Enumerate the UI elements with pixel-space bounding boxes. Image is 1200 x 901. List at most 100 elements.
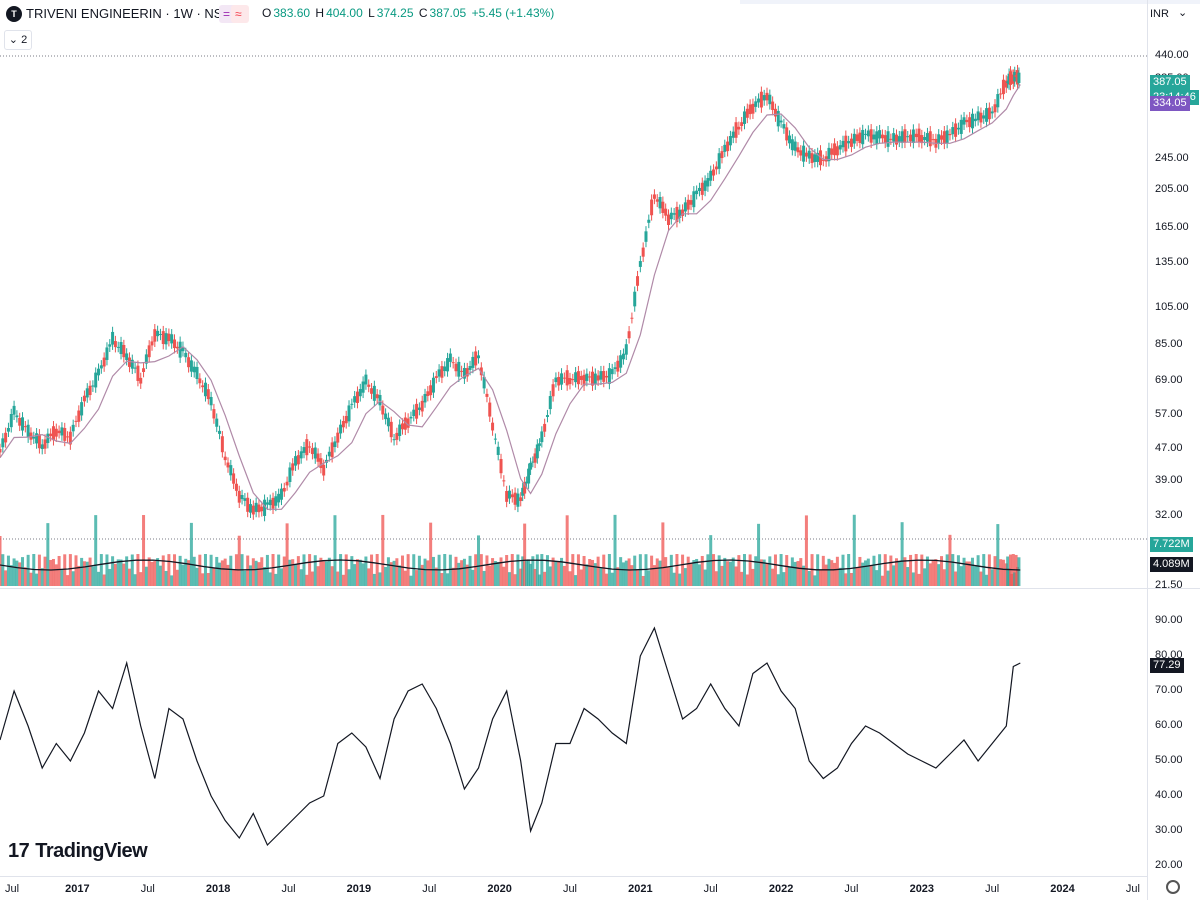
volume-bar [630,565,634,586]
volume-bar [647,570,651,586]
candle-body [886,131,890,147]
volume-bar [367,568,371,586]
volume-bar [37,554,41,586]
volume-bar [917,573,921,586]
candle-body [21,417,25,431]
volume-bar [46,523,50,586]
candle-body [189,360,193,372]
time-axis-label: Jul [703,883,718,895]
volume-bar [68,554,72,586]
candle-body [990,111,994,114]
candle-body [313,447,317,459]
candle-body [793,141,797,151]
candle-body [633,291,637,307]
volume-bar [686,556,690,586]
volume-bar [322,561,326,586]
candle-body [482,376,486,389]
volume-bar [355,559,359,586]
candle-body [993,104,997,113]
volume-bar [942,569,946,586]
candle-body [246,497,250,512]
candle-body [60,427,64,436]
indicator-toggle-2[interactable]: ≈ [231,5,249,23]
candle-body [417,407,421,410]
rsi-tick-label: 80.00 [1155,649,1183,661]
price-chart-svg[interactable] [0,0,1147,876]
symbol-title[interactable]: TRIVENI ENGINEERIN · 1W · NSE [26,6,232,21]
candle-body [265,502,269,505]
volume-bar [858,556,862,586]
candle-body [889,138,893,140]
volume-bar [804,515,808,586]
candle-body [355,391,359,403]
symbol-logo-icon[interactable]: T [6,6,22,22]
settings-icon[interactable] [1166,880,1180,894]
candle-body [398,424,402,436]
price-tick-label: 39.00 [1155,474,1183,487]
currency-label[interactable]: INR [1150,8,1169,20]
candle-body [914,133,918,138]
volume-bar [263,567,267,586]
candle-body [322,464,326,476]
candle-body [619,355,623,368]
candle-body [15,415,19,418]
pane-separator[interactable] [0,588,1200,589]
candle-body [672,213,676,215]
volume-bar [389,562,393,586]
candle-body [305,439,309,456]
volume-bar [973,566,977,586]
candle-body [661,201,665,213]
candle-body [85,388,89,398]
candle-body [136,365,140,381]
candle-body [557,376,561,386]
volume-bar [742,554,746,586]
candle-body [776,110,780,127]
candle-body [765,92,769,101]
volume-bar [119,559,123,586]
candle-body [962,117,966,125]
volume-bar [232,570,236,586]
candle-body [465,368,469,377]
candle-body [361,381,365,393]
volume-bar [271,554,275,586]
volume-bar [325,561,329,586]
candle-body [892,133,896,142]
volume-bar [968,561,972,586]
chevron-down-icon[interactable]: ⌄ [1178,7,1188,19]
candle-body [1001,79,1005,95]
volume-bar [479,554,483,586]
moving-average-line [0,84,1021,510]
candle-body [644,231,648,242]
time-axis[interactable]: Jul 2017 Jul 2018 Jul 2019 Jul 2020 Jul 2021 Jul 20… [0,876,1147,901]
volume-bar [251,558,255,586]
candle-body [827,147,831,162]
volume-bar [593,563,597,586]
volume-bar [700,555,704,586]
candle-body [327,451,331,457]
volume-bar [451,567,455,586]
volume-bar [40,568,44,586]
candle-body [437,369,441,377]
volume-bar [482,570,486,586]
candle-body [35,433,39,444]
volume-bar [627,558,631,586]
candle-body [358,388,362,397]
volume-bar [254,560,258,586]
candle-body [630,317,634,319]
candle-body [970,113,974,129]
volume-bar [1001,559,1005,586]
volume-bar [15,560,19,586]
volume-bar [535,554,539,586]
volume-bar [886,570,890,586]
volume-bar [243,570,247,586]
collapse-indicators-button[interactable]: ⌄ 2 [4,30,32,50]
volume-bar [1,554,5,586]
volume-bar [582,555,586,586]
candle-body [502,480,506,482]
volume-bar [423,558,427,586]
chart-header: T TRIVENI ENGINEERIN · 1W · NSE = ≈ O 383… [0,0,1200,28]
candle-body [987,107,991,120]
candle-body [996,94,1000,108]
candle-body [695,190,699,195]
price-scale[interactable] [1147,0,1200,900]
